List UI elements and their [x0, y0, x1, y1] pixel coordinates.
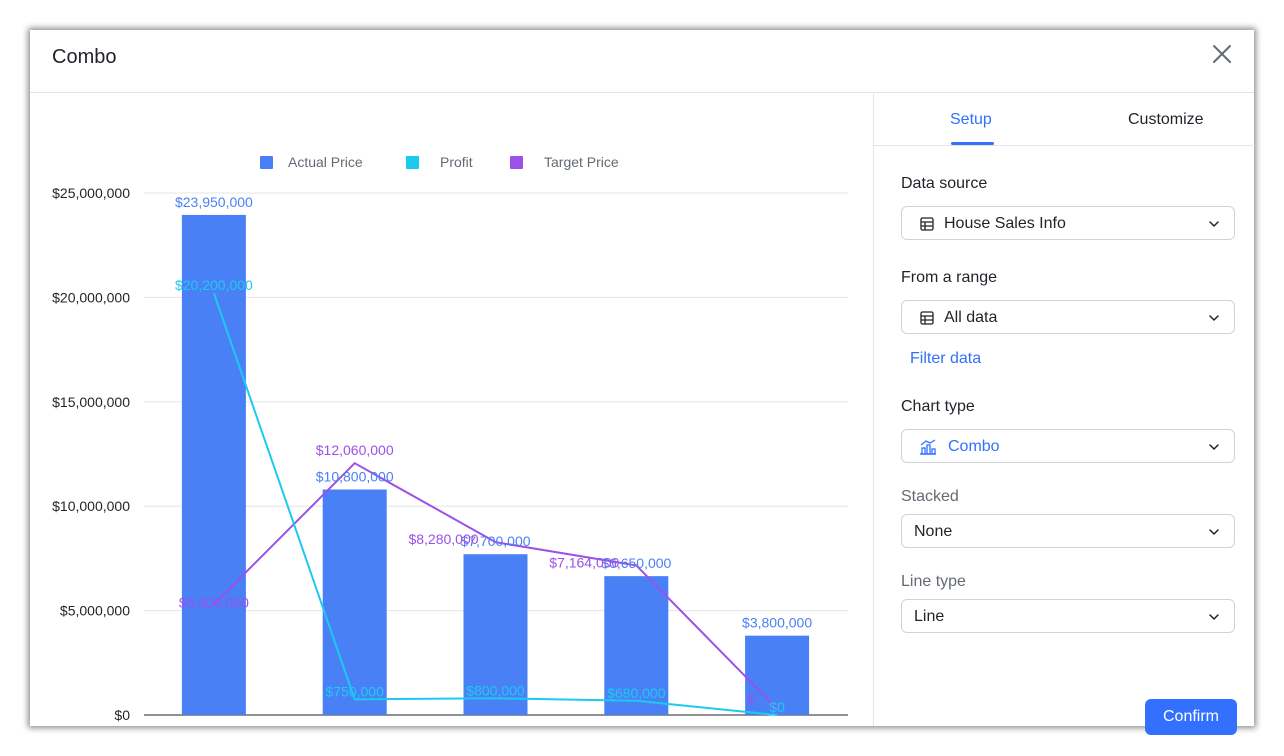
- data-source-value: House Sales Info: [944, 215, 1066, 232]
- y-tick-label: $10,000,000: [52, 498, 130, 514]
- chart-type-label: Chart type: [901, 398, 975, 415]
- data-label: $23,950,000: [175, 194, 253, 210]
- data-label: $: [747, 692, 755, 708]
- confirm-button[interactable]: Confirm: [1145, 699, 1237, 735]
- bar: [604, 576, 669, 715]
- data-source-label: Data source: [901, 175, 988, 192]
- data-label: $750,000: [325, 683, 384, 699]
- combo-chart-dialog: Combo $0 $5,000,000 $10,000,000 $15,000,000…: [30, 30, 1255, 744]
- settings-panel: Setup Customize Data source House Sales …: [873, 93, 1255, 735]
- line-type-value: Line: [914, 608, 945, 625]
- legend-label: Profit: [440, 154, 473, 170]
- data-label: $10,800,000: [316, 468, 394, 484]
- legend-swatch: [510, 156, 523, 169]
- y-tick-label: $0: [114, 707, 130, 723]
- legend-swatch: [406, 156, 419, 169]
- stacked-label: Stacked: [901, 488, 959, 505]
- y-tick-label: $15,000,000: [52, 394, 130, 410]
- settings-tabs: Setup Customize: [874, 93, 1255, 146]
- data-label: $7,164,000: [549, 554, 619, 570]
- data-label: $8,280,000: [408, 531, 478, 547]
- bar: [322, 489, 387, 715]
- bar: [463, 554, 528, 715]
- y-tick-label: $5,000,000: [60, 603, 130, 619]
- range-label: From a range: [901, 269, 998, 286]
- line-type-select[interactable]: Line: [901, 599, 1235, 633]
- active-tab-indicator: [951, 142, 994, 145]
- data-label: $5,300,000: [179, 594, 249, 610]
- stacked-select[interactable]: None: [901, 514, 1235, 548]
- stacked-value: None: [914, 523, 953, 540]
- dialog-header: Combo: [30, 30, 1254, 93]
- filter-data-link[interactable]: Filter data: [910, 350, 982, 367]
- target-price-line: [213, 462, 778, 710]
- data-label: $7,700,000: [460, 533, 530, 549]
- legend-swatch: [260, 156, 273, 169]
- tab-setup[interactable]: Setup: [950, 111, 992, 128]
- data-label: $0: [769, 699, 785, 715]
- line-type-label: Line type: [901, 573, 966, 590]
- dialog-title: Combo: [52, 46, 117, 68]
- chevron-down-icon: [1209, 315, 1219, 321]
- data-label: $6,650,000: [601, 555, 671, 571]
- tab-customize[interactable]: Customize: [1128, 111, 1204, 128]
- data-label: $800,000: [466, 682, 525, 698]
- y-tick-label: $20,000,000: [52, 289, 130, 305]
- chevron-down-icon: [1209, 221, 1219, 227]
- combo-chart: $0 $5,000,000 $10,000,000 $15,000,000 $20,00…: [52, 154, 848, 744]
- bar: [181, 214, 246, 715]
- y-tick-label: $25,000,000: [52, 185, 130, 201]
- range-select[interactable]: All data: [901, 300, 1235, 334]
- range-value: All data: [944, 309, 998, 326]
- legend-label: Target Price: [544, 154, 619, 170]
- legend-label: Actual Price: [288, 154, 363, 170]
- chevron-down-icon: [1209, 614, 1219, 620]
- chart-area: $0 $5,000,000 $10,000,000 $15,000,000 $20,00…: [30, 93, 873, 744]
- table-icon: [920, 217, 934, 231]
- chevron-down-icon: [1209, 444, 1219, 450]
- chart-type-value: Combo: [948, 438, 1000, 455]
- chevron-down-icon: [1209, 529, 1219, 535]
- combo-chart-icon: [920, 439, 936, 455]
- bar: [745, 635, 810, 715]
- data-label: $3,800,000: [742, 615, 812, 631]
- table-icon: [920, 311, 934, 325]
- profit-line: [212, 292, 778, 716]
- data-source-select[interactable]: House Sales Info: [901, 206, 1235, 240]
- data-label: $680,000: [607, 685, 666, 701]
- chart-type-select[interactable]: Combo: [901, 429, 1235, 463]
- close-icon[interactable]: [1210, 42, 1234, 66]
- data-label: $20,200,000: [175, 277, 253, 293]
- data-label: $12,060,000: [316, 442, 394, 458]
